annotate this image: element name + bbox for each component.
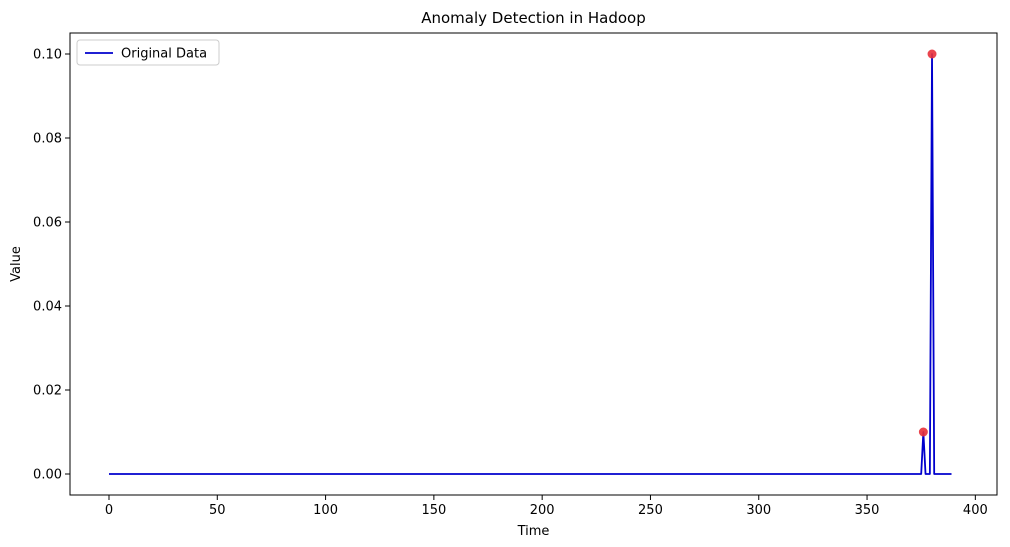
x-tick-label: 400 [963,503,988,518]
y-tick-label: 0.02 [33,384,62,399]
legend: Original Data [76,39,220,66]
x-tick-label: 50 [209,503,226,518]
x-tick-label: 250 [638,503,663,518]
y-tick-label: 0.04 [33,300,62,315]
x-tick-label: 150 [421,503,446,518]
legend-label: Original Data [121,47,207,62]
y-axis-label: Value [9,246,24,282]
anomaly-point [927,49,937,59]
x-tick-label: 100 [313,503,338,518]
y-tick-label: 0.06 [33,216,62,231]
x-tick-label: 200 [530,503,555,518]
x-axis-label: Time [517,524,550,539]
x-tick-label: 350 [855,503,880,518]
legend-box [76,39,220,66]
y-tick-label: 0.08 [33,132,62,147]
chart-title: Anomaly Detection in Hadoop [421,9,646,27]
x-tick-label: 300 [746,503,771,518]
plot-area: 0 50 100 150 200 250 300 350 400 0.00 0.02 0.04 0.06… [33,32,998,518]
y-tick-label: 0.10 [33,48,62,63]
anomaly-point [918,427,928,437]
plot-frame [69,32,998,496]
x-tick-label: 0 [105,503,113,518]
series-line-original-data [108,53,952,475]
y-tick-label: 0.00 [33,468,62,483]
